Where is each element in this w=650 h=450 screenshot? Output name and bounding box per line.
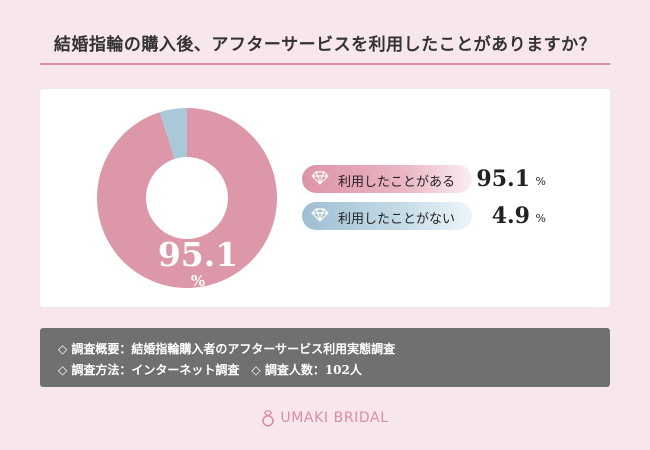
ring-icon xyxy=(262,409,275,427)
legend-item-used: 利用したことがある 95.1 % xyxy=(302,165,552,193)
survey-overview-text: ◇ 調査概要：結婚指輪購入者のアフターサービス利用実態調査 xyxy=(58,342,396,356)
title-divider xyxy=(40,63,610,65)
diamond-icon xyxy=(311,171,329,185)
survey-method-text: ◇ 調査方法：インターネット調査 ◇ 調査人数：102人 xyxy=(58,363,362,377)
page-title: 結婚指輪の購入後、アフターサービスを利用したことがありますか？ xyxy=(53,35,597,55)
brand-logo: UMAKI BRIDAL xyxy=(0,408,650,428)
legend-label-not-used: 利用したことがない xyxy=(338,212,456,227)
brand-name: UMAKI BRIDAL xyxy=(280,410,389,426)
legend-item-not-used: 利用したことがない 4.9 % xyxy=(302,202,552,230)
survey-info-box: ◇ 調査概要：結婚指輪購入者のアフターサービス利用実態調査 ◇ 調査方法：インタ… xyxy=(40,328,610,387)
legend-unit-used: % xyxy=(535,175,546,188)
legend-value-used: 95.1 xyxy=(476,166,530,192)
legend-pill-not-used: 利用したことがない xyxy=(302,202,472,230)
donut-slice-0 xyxy=(97,108,277,288)
legend-pill-used: 利用したことがある xyxy=(302,165,472,193)
donut-slice-1 xyxy=(159,108,187,159)
chart-card: 95.1 % 利用したことがある 95.1 % 利用したことがない 4.9 % xyxy=(40,89,610,307)
legend-label-used: 利用したことがある xyxy=(338,175,456,190)
center-unit-label: % xyxy=(190,272,206,290)
center-value-label: 95.1 xyxy=(157,235,239,274)
diamond-icon xyxy=(311,208,329,222)
legend-value-not-used: 4.9 xyxy=(491,203,530,229)
legend-unit-not-used: % xyxy=(535,212,546,225)
donut-chart xyxy=(97,108,277,288)
